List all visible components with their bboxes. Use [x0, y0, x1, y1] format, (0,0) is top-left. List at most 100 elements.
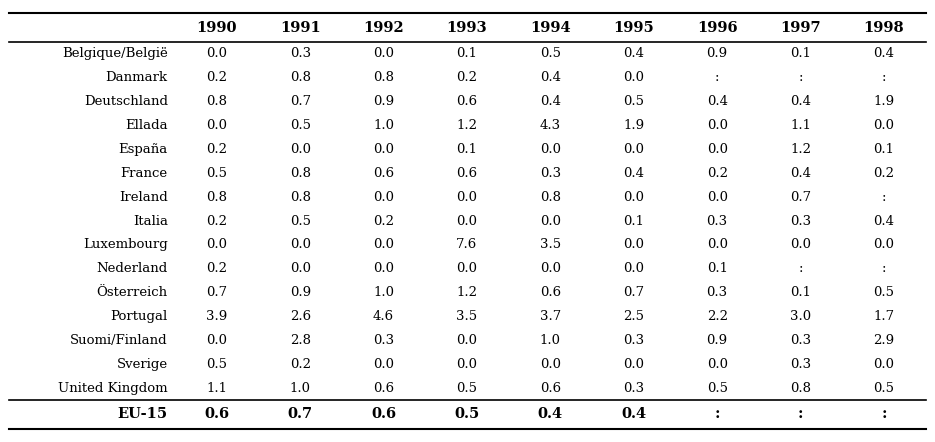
- Text: 0.5: 0.5: [539, 47, 561, 61]
- Text: 0.5: 0.5: [207, 167, 227, 180]
- Text: 0.0: 0.0: [624, 262, 644, 275]
- Text: 0.7: 0.7: [207, 286, 227, 299]
- Text: 0.0: 0.0: [207, 334, 227, 347]
- Text: Sverige: Sverige: [117, 358, 167, 371]
- Text: 0.3: 0.3: [290, 47, 310, 61]
- Text: 1.9: 1.9: [624, 119, 644, 132]
- Text: 1.0: 1.0: [373, 286, 395, 299]
- Text: 0.0: 0.0: [707, 238, 727, 251]
- Text: 2.5: 2.5: [624, 310, 644, 323]
- Text: 0.0: 0.0: [790, 238, 811, 251]
- Text: :: :: [714, 408, 720, 421]
- Text: :: :: [798, 262, 803, 275]
- Text: 0.0: 0.0: [456, 191, 478, 204]
- Text: 0.6: 0.6: [456, 95, 478, 108]
- Text: Danmark: Danmark: [106, 71, 167, 84]
- Text: 0.2: 0.2: [290, 358, 310, 371]
- Text: Deutschland: Deutschland: [84, 95, 167, 108]
- Text: 0.3: 0.3: [790, 358, 812, 371]
- Text: 1.0: 1.0: [290, 381, 310, 395]
- Text: :: :: [715, 71, 719, 84]
- Text: 0.8: 0.8: [290, 167, 310, 180]
- Text: 0.1: 0.1: [790, 286, 811, 299]
- Text: 1.7: 1.7: [873, 310, 895, 323]
- Text: 0.1: 0.1: [790, 47, 811, 61]
- Text: 0.0: 0.0: [624, 191, 644, 204]
- Text: 0.3: 0.3: [373, 334, 395, 347]
- Text: 0.7: 0.7: [790, 191, 812, 204]
- Text: 1.0: 1.0: [539, 334, 561, 347]
- Text: 0.8: 0.8: [290, 71, 310, 84]
- Text: 0.6: 0.6: [373, 167, 395, 180]
- Text: 0.2: 0.2: [207, 71, 227, 84]
- Text: 0.0: 0.0: [873, 119, 895, 132]
- Text: 0.2: 0.2: [207, 214, 227, 228]
- Text: 0.3: 0.3: [707, 286, 727, 299]
- Text: 0.4: 0.4: [624, 47, 644, 61]
- Text: 2.8: 2.8: [290, 334, 310, 347]
- Text: 0.7: 0.7: [288, 408, 313, 421]
- Text: 0.0: 0.0: [456, 334, 478, 347]
- Text: Suomi/Finland: Suomi/Finland: [70, 334, 167, 347]
- Text: 0.5: 0.5: [873, 286, 895, 299]
- Text: 0.6: 0.6: [539, 381, 561, 395]
- Text: 0.2: 0.2: [207, 262, 227, 275]
- Text: 0.4: 0.4: [707, 95, 727, 108]
- Text: :: :: [798, 71, 803, 84]
- Text: 1991: 1991: [280, 21, 321, 34]
- Text: 0.4: 0.4: [873, 47, 895, 61]
- Text: 0.1: 0.1: [456, 47, 478, 61]
- Text: 0.0: 0.0: [290, 238, 310, 251]
- Text: 1995: 1995: [613, 21, 654, 34]
- Text: Ireland: Ireland: [119, 191, 167, 204]
- Text: :: :: [882, 262, 886, 275]
- Text: 0.4: 0.4: [621, 408, 646, 421]
- Text: 0.5: 0.5: [456, 381, 478, 395]
- Text: 1997: 1997: [780, 21, 821, 34]
- Text: España: España: [119, 143, 167, 156]
- Text: 0.0: 0.0: [373, 143, 395, 156]
- Text: 0.1: 0.1: [873, 143, 895, 156]
- Text: 0.2: 0.2: [373, 214, 395, 228]
- Text: 3.5: 3.5: [456, 310, 478, 323]
- Text: 0.3: 0.3: [539, 167, 561, 180]
- Text: 1998: 1998: [864, 21, 904, 34]
- Text: 0.0: 0.0: [707, 143, 727, 156]
- Text: 0.0: 0.0: [539, 358, 561, 371]
- Text: 2.2: 2.2: [707, 310, 727, 323]
- Text: 0.7: 0.7: [624, 286, 644, 299]
- Text: 1.2: 1.2: [790, 143, 811, 156]
- Text: :: :: [798, 408, 803, 421]
- Text: 1.1: 1.1: [207, 381, 227, 395]
- Text: 0.8: 0.8: [207, 95, 227, 108]
- Text: 0.0: 0.0: [456, 358, 478, 371]
- Text: 0.0: 0.0: [456, 214, 478, 228]
- Text: 0.0: 0.0: [207, 47, 227, 61]
- Text: 0.4: 0.4: [873, 214, 895, 228]
- Text: 0.5: 0.5: [624, 95, 644, 108]
- Text: 0.8: 0.8: [790, 381, 811, 395]
- Text: 0.0: 0.0: [707, 119, 727, 132]
- Text: 1.0: 1.0: [373, 119, 395, 132]
- Text: 0.6: 0.6: [371, 408, 396, 421]
- Text: 0.8: 0.8: [539, 191, 561, 204]
- Text: 1.2: 1.2: [456, 119, 478, 132]
- Text: 0.0: 0.0: [624, 238, 644, 251]
- Text: Nederland: Nederland: [96, 262, 167, 275]
- Text: 0.6: 0.6: [204, 408, 229, 421]
- Text: 0.0: 0.0: [373, 358, 395, 371]
- Text: 0.0: 0.0: [290, 143, 310, 156]
- Text: 0.5: 0.5: [707, 381, 727, 395]
- Text: Italia: Italia: [133, 214, 167, 228]
- Text: 0.0: 0.0: [539, 262, 561, 275]
- Text: Belgique/België: Belgique/België: [62, 47, 167, 61]
- Text: 4.3: 4.3: [539, 119, 561, 132]
- Text: 1992: 1992: [363, 21, 404, 34]
- Text: 0.0: 0.0: [624, 358, 644, 371]
- Text: 7.6: 7.6: [456, 238, 478, 251]
- Text: Portugal: Portugal: [110, 310, 167, 323]
- Text: 0.3: 0.3: [624, 334, 644, 347]
- Text: 0.4: 0.4: [790, 95, 811, 108]
- Text: 0.8: 0.8: [290, 191, 310, 204]
- Text: 0.5: 0.5: [873, 381, 895, 395]
